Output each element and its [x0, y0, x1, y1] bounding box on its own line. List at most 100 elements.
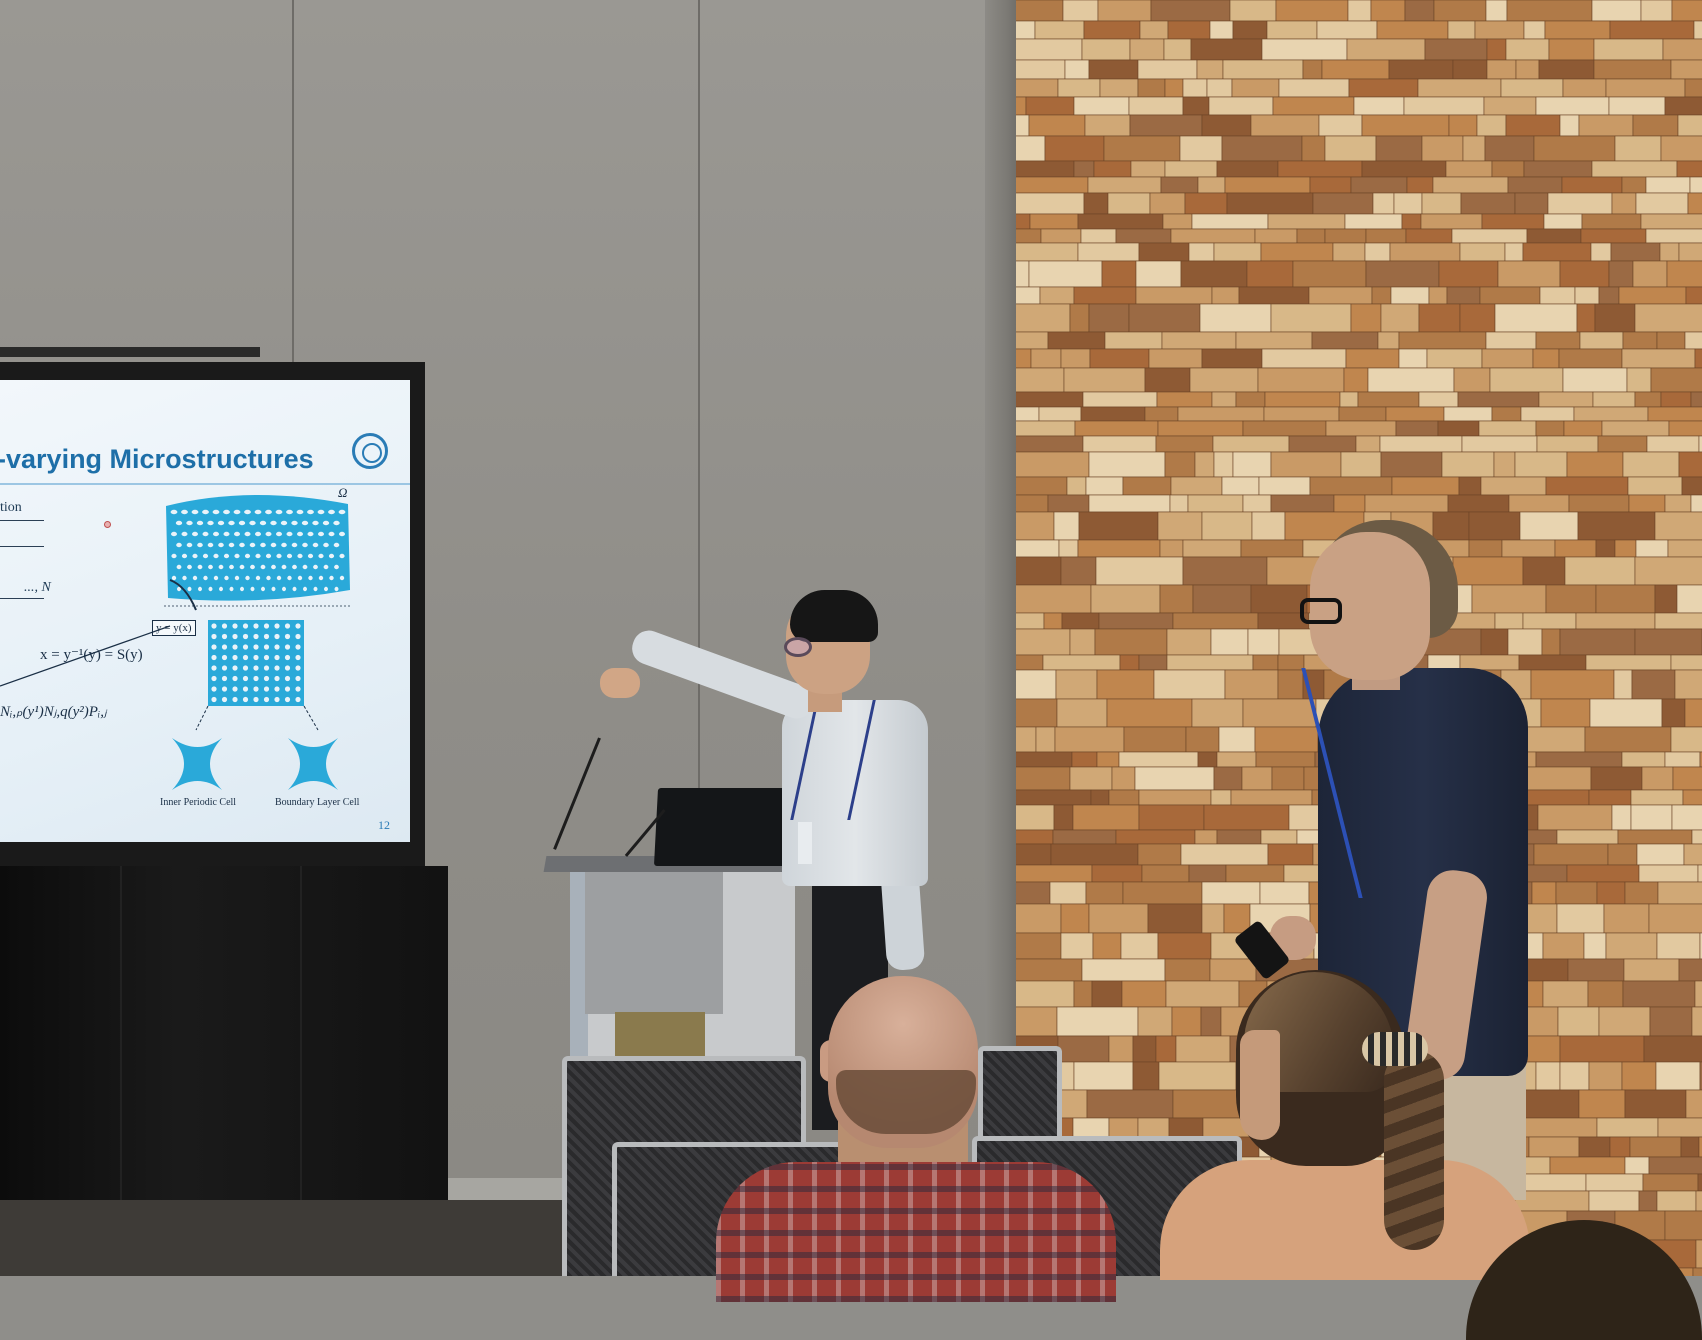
wood-block — [1684, 698, 1702, 728]
wood-block — [1182, 556, 1268, 586]
wood-block — [1507, 628, 1543, 656]
wood-block — [1324, 228, 1367, 244]
wood-block — [1522, 242, 1592, 262]
wood-block — [1275, 0, 1349, 22]
wood-block — [1595, 584, 1656, 614]
wood-block — [1548, 38, 1595, 61]
wood-block — [1645, 176, 1691, 194]
wood-block — [1664, 1210, 1702, 1241]
lattice-hole — [213, 531, 219, 537]
wood-block — [1624, 881, 1659, 905]
wood-block — [1069, 303, 1090, 333]
presenter-hand — [600, 668, 640, 698]
wood-block — [1494, 303, 1578, 333]
wood-block — [1506, 0, 1593, 22]
wood-block — [1094, 628, 1168, 656]
wood-block — [1180, 260, 1248, 288]
wood-block — [1676, 584, 1702, 614]
wood-block — [1585, 1173, 1644, 1192]
wood-block — [1028, 114, 1086, 137]
wood-block — [1168, 1117, 1204, 1138]
wood-block — [1458, 476, 1482, 496]
wood-block — [1058, 539, 1079, 558]
wood-block — [1664, 751, 1701, 768]
wood-block — [1634, 303, 1702, 333]
wood-block — [1514, 1190, 1590, 1212]
lattice-hole — [253, 623, 259, 629]
lattice-hole — [307, 553, 314, 559]
wood-block — [1365, 260, 1440, 288]
wood-block — [1699, 751, 1702, 768]
wood-block — [1316, 20, 1378, 40]
lattice-hole — [295, 696, 301, 703]
lattice-hole — [221, 675, 228, 682]
audience-man-beard — [836, 1070, 976, 1134]
lattice-hole — [276, 575, 282, 581]
wood-block — [1654, 612, 1702, 630]
wood-block — [1609, 20, 1695, 40]
lattice-hole — [263, 696, 270, 703]
wood-block — [1296, 228, 1326, 244]
wood-block — [1016, 539, 1060, 558]
wood-block — [1016, 451, 1090, 478]
wood-block — [1230, 789, 1313, 806]
wood-block — [1654, 511, 1702, 541]
wood-block — [1522, 612, 1577, 630]
wood-block — [1607, 843, 1638, 866]
wood-block — [1016, 435, 1084, 453]
wood-block — [1661, 698, 1686, 728]
wood-block — [1073, 1061, 1134, 1091]
slide-index-range: ..., N — [24, 580, 51, 595]
lattice-hole — [229, 586, 234, 592]
wood-block — [1060, 556, 1097, 586]
lattice-hole — [176, 542, 182, 548]
wood-block — [1250, 584, 1308, 614]
wood-block — [1077, 242, 1140, 262]
wood-block — [1589, 698, 1663, 728]
wood-block — [1218, 726, 1256, 753]
wood-block — [1524, 766, 1592, 791]
wood-block — [1347, 0, 1372, 22]
wood-block — [1432, 511, 1470, 541]
wood-block — [1016, 511, 1055, 541]
wood-block — [1564, 556, 1636, 586]
wood-block — [1016, 843, 1052, 866]
wood-block — [1594, 303, 1636, 333]
wood-block — [1016, 804, 1055, 831]
wood-block — [1549, 1156, 1626, 1175]
wood-block — [1581, 213, 1642, 230]
lattice-hole — [292, 586, 297, 592]
wood-block — [1597, 435, 1648, 453]
lattice-hole — [211, 623, 217, 629]
lattice-hole — [284, 686, 291, 692]
lattice-hole — [287, 575, 292, 581]
wood-block — [1324, 135, 1377, 162]
lattice-hole — [242, 623, 249, 629]
wood-block — [1535, 751, 1623, 768]
wood-block — [1030, 348, 1062, 369]
wood-block — [1208, 96, 1274, 116]
wood-block — [1240, 539, 1304, 558]
wood-block — [1591, 160, 1678, 178]
wood-block — [1122, 881, 1203, 905]
wood-block — [1099, 78, 1139, 98]
wood-block — [1474, 20, 1525, 40]
wood-block — [1332, 242, 1366, 262]
wood-block — [1468, 511, 1521, 541]
wood-block — [1457, 391, 1540, 408]
wood-block — [1093, 160, 1132, 178]
wood-block — [1057, 1035, 1110, 1063]
wood-block — [1157, 511, 1203, 541]
wood-block — [1697, 864, 1702, 883]
wood-block — [1016, 980, 1075, 1008]
wood-block — [1182, 96, 1210, 116]
presentation-slide: y-varying Microstructures tion ..., N y … — [0, 380, 410, 842]
wood-block — [1662, 38, 1702, 61]
wood-block — [1016, 726, 1037, 753]
lattice-hole — [211, 654, 217, 661]
wood-block — [1073, 980, 1093, 1008]
wood-block — [1159, 539, 1184, 558]
wood-block — [1345, 348, 1400, 369]
slide-mapping-box: y = y(x) — [152, 620, 196, 636]
wood-block — [1088, 903, 1149, 934]
